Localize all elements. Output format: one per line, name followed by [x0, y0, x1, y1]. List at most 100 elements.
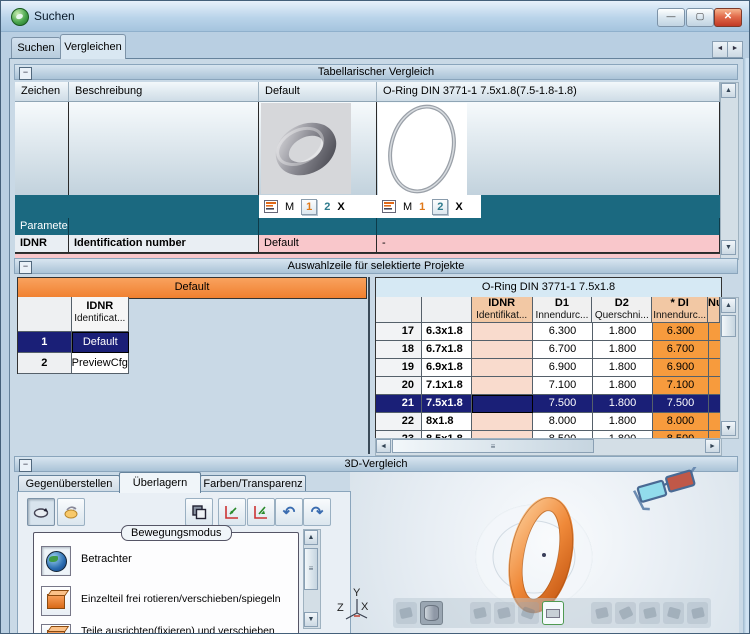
viewport-tool-button[interactable]	[591, 602, 613, 624]
d1-cell[interactable]: 7.100	[533, 377, 593, 395]
part-row[interactable]: 22 8x1.8 8.000 1.800 8.000	[376, 413, 721, 431]
tab-scroll-right-button[interactable]: ►	[727, 41, 743, 58]
col-header-zeichen[interactable]: Zeichen	[15, 82, 69, 101]
d1-column-header[interactable]: D1 Innendurc...	[532, 297, 593, 323]
model-view-button[interactable]: M	[403, 200, 413, 213]
title-bar[interactable]: Suchen — ▢ ✕	[1, 1, 749, 32]
left-table-row[interactable]: 2 PreviewCfg	[17, 353, 129, 374]
viewport-tool-button[interactable]	[396, 602, 417, 624]
collapse-tabular-button[interactable]: −	[19, 67, 32, 80]
left-table-row-selected[interactable]: 1 Default	[17, 332, 129, 353]
view1-button-active[interactable]: 1	[301, 198, 318, 215]
part-row-selected[interactable]: 21 7.5x1.8 7.500 1.800 7.500	[376, 395, 721, 413]
oring-part-thumbnail[interactable]	[378, 103, 467, 195]
size-cell[interactable]: 8x1.8	[422, 413, 472, 431]
redo-button[interactable]: ↷	[303, 498, 331, 526]
idnr-cell[interactable]	[472, 323, 533, 341]
idnr-cell[interactable]	[472, 377, 533, 395]
size-cell[interactable]: 6.7x1.8	[422, 341, 472, 359]
idnr-parameter-row[interactable]: IDNR Identification number Default -	[15, 235, 720, 253]
move-part-button[interactable]	[57, 498, 85, 526]
d2-cell[interactable]: 1.800	[593, 341, 653, 359]
fit-view-left-button[interactable]	[218, 498, 246, 526]
size-cell[interactable]: 7.1x1.8	[422, 377, 472, 395]
scroll-up-button[interactable]: ▲	[721, 83, 736, 98]
d1-cell[interactable]: 6.700	[533, 341, 593, 359]
scroll-up-button[interactable]: ▲	[721, 298, 736, 313]
idnr-cell[interactable]	[472, 359, 533, 377]
viewport-tool-button[interactable]	[639, 602, 661, 624]
config-name-cell[interactable]: Default	[71, 332, 129, 353]
d2-column-header[interactable]: D2 Querschni...	[592, 297, 653, 323]
scroll-left-button[interactable]: ◄	[376, 439, 391, 453]
d2-cell[interactable]: 1.800	[593, 377, 653, 395]
idnr-cell[interactable]	[472, 341, 533, 359]
d1-cell[interactable]: 6.900	[533, 359, 593, 377]
d2-cell[interactable]: 1.800	[593, 395, 653, 413]
remove-column-button[interactable]: X	[455, 201, 462, 213]
minimize-button[interactable]: —	[657, 8, 685, 27]
idnr-oring-value-cell[interactable]: -	[377, 235, 720, 253]
viewport-tool-selected-button[interactable]	[541, 601, 565, 625]
undo-button[interactable]: ↶	[275, 498, 303, 526]
table-icon[interactable]	[382, 200, 396, 213]
view1-button[interactable]: 1	[419, 201, 425, 213]
scroll-down-button[interactable]: ▼	[721, 240, 736, 255]
cell-oring-preview[interactable]	[377, 102, 720, 195]
d2-cell[interactable]: 1.800	[593, 431, 653, 438]
idnr-column-header[interactable]: IDNR Identifikat...	[471, 297, 533, 323]
di-cell[interactable]: 6.700	[653, 341, 709, 359]
di-cell[interactable]: 7.500	[653, 395, 709, 413]
size-cell[interactable]: 6.3x1.8	[422, 323, 472, 341]
table-icon[interactable]	[264, 200, 278, 213]
scroll-right-button[interactable]: ►	[705, 439, 720, 453]
view2-button-active[interactable]: 2	[432, 198, 449, 215]
di-cell[interactable]: 6.300	[653, 323, 709, 341]
d1-cell[interactable]: 7.500	[533, 395, 593, 413]
viewport-tool-cylinder-button[interactable]	[419, 601, 443, 625]
fit-view-right-button[interactable]	[247, 498, 275, 526]
tabular-vertical-scrollbar[interactable]: ▲ ▼	[720, 82, 739, 260]
di-column-header[interactable]: * DI Innendurc...	[652, 297, 709, 323]
viewport-tool-button[interactable]	[615, 602, 637, 624]
idnr-column-header[interactable]: IDNR Identificat...	[71, 297, 129, 332]
ring-comparison-3d[interactable]	[456, 497, 626, 632]
d2-cell[interactable]: 1.800	[593, 413, 653, 431]
cell-default-preview[interactable]	[259, 102, 377, 195]
anaglyph-glasses-icon[interactable]	[629, 467, 709, 511]
di-cell[interactable]: 7.100	[653, 377, 709, 395]
part-row[interactable]: 18 6.7x1.8 6.700 1.800 6.700	[376, 341, 721, 359]
collapse-selection-button[interactable]: −	[19, 261, 32, 274]
viewport-tool-button[interactable]	[517, 602, 539, 624]
di-cell[interactable]: 8.000	[653, 413, 709, 431]
part-row[interactable]: 17 6.3x1.8 6.300 1.800 6.300	[376, 323, 721, 341]
scroll-down-button[interactable]: ▼	[721, 421, 736, 436]
mode-einzelteil-button[interactable]	[41, 586, 71, 616]
scrollbar-thumb[interactable]	[721, 315, 736, 337]
rotate-view-button[interactable]	[27, 498, 55, 526]
collapse-3d-button[interactable]: −	[19, 459, 32, 472]
scrollbar-thumb[interactable]: ≡	[392, 439, 594, 453]
panel-vertical-scrollbar[interactable]: ▲ ≡ ▼	[303, 529, 321, 629]
viewport-tool-button[interactable]	[687, 602, 708, 624]
scroll-down-button[interactable]: ▼	[304, 612, 318, 627]
maximize-button[interactable]: ▢	[686, 8, 714, 27]
idnr-cell[interactable]	[472, 413, 533, 431]
col-header-default[interactable]: Default	[259, 82, 377, 101]
viewport-tool-button[interactable]	[493, 602, 515, 624]
size-cell[interactable]: 8.5x1.8	[422, 431, 472, 438]
default-part-thumbnail[interactable]	[261, 103, 351, 194]
nu-column-header[interactable]: Nu	[708, 297, 721, 323]
remove-column-button[interactable]: X	[337, 201, 344, 213]
col-header-beschreibung[interactable]: Beschreibung	[69, 82, 259, 101]
d1-cell[interactable]: 8.500	[533, 431, 593, 438]
di-cell[interactable]: 6.900	[653, 359, 709, 377]
size-cell[interactable]: 7.5x1.8	[422, 395, 472, 413]
view2-button[interactable]: 2	[324, 201, 330, 213]
col-header-oring[interactable]: O-Ring DIN 3771-1 7.5x1.8(7.5-1.8-1.8)	[377, 82, 720, 101]
idnr-cell[interactable]	[472, 395, 533, 413]
tab-ueberlagern[interactable]: Überlagern	[119, 472, 201, 493]
idnr-cell[interactable]	[472, 431, 533, 438]
idnr-default-value-cell[interactable]: Default	[259, 235, 377, 253]
d2-cell[interactable]: 1.800	[593, 323, 653, 341]
